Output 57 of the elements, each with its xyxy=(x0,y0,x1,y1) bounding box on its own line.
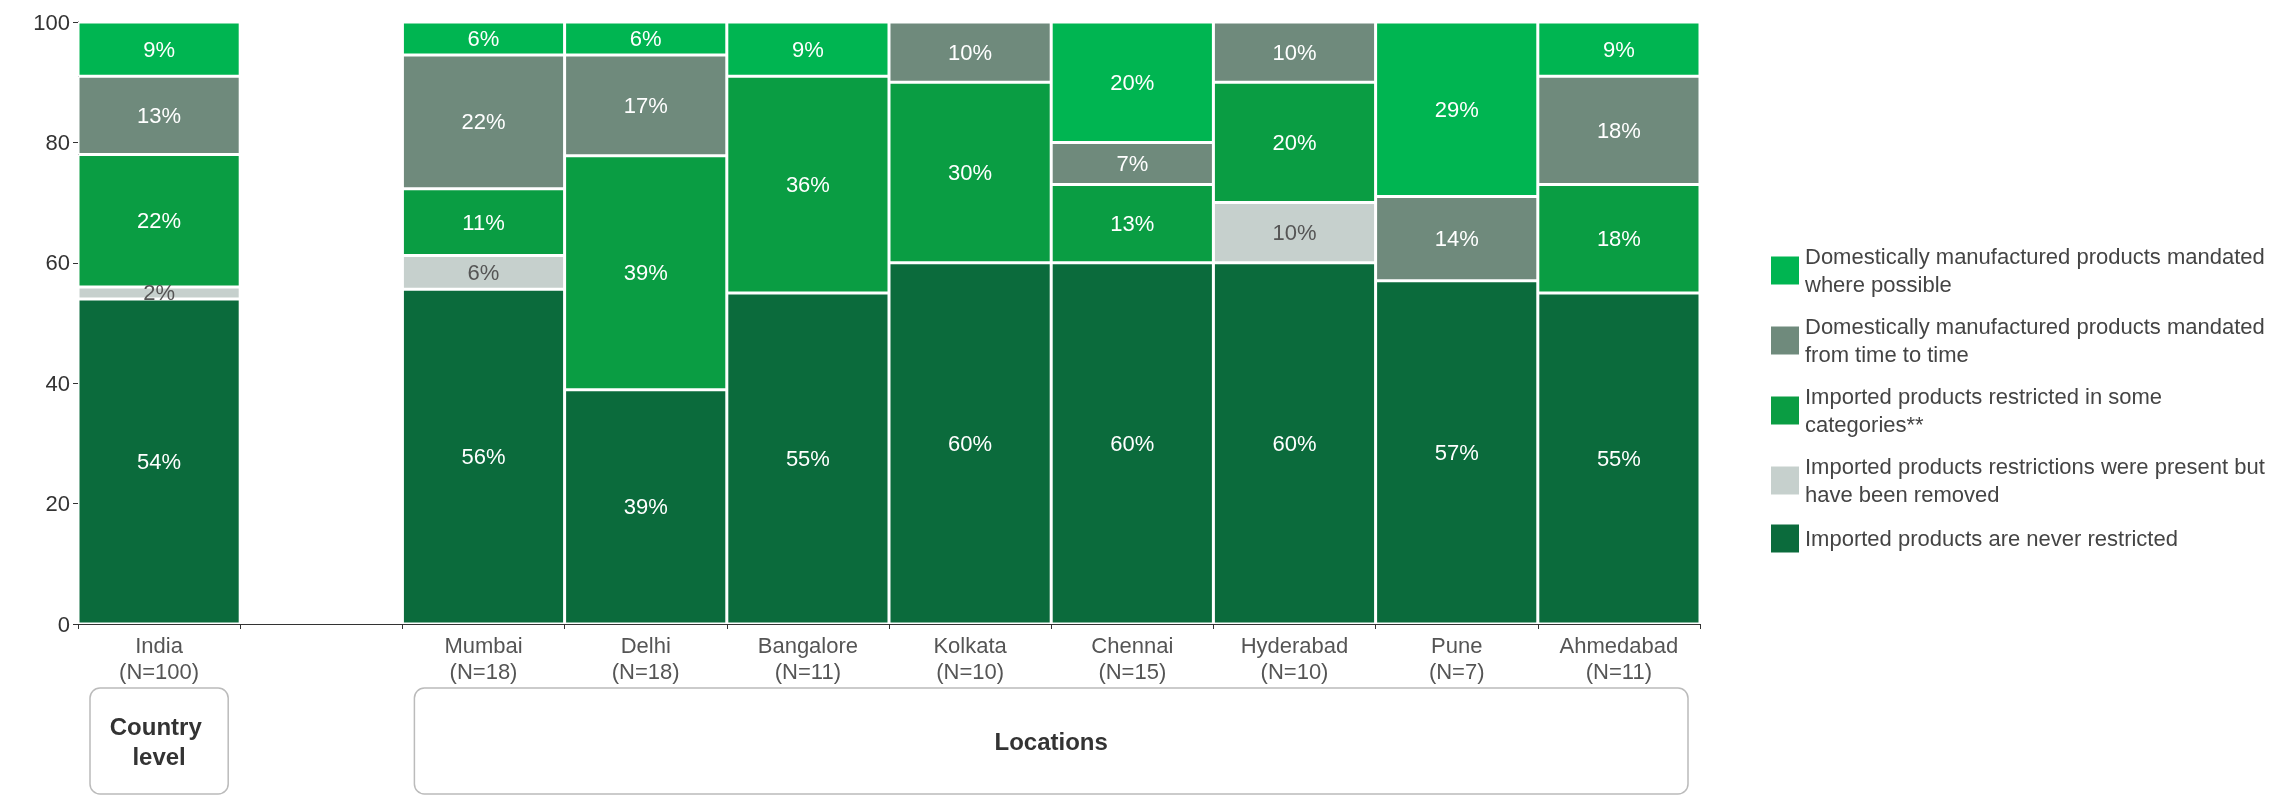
data-label: 6% xyxy=(467,259,500,285)
legend-label: Imported products restrictions were present but have been removed xyxy=(1805,454,2271,507)
x-tick-label: Delhi (N=18) xyxy=(611,632,680,684)
data-label: 56% xyxy=(461,444,506,470)
legend-label: Domestically manufactured products mandated where possible xyxy=(1804,244,2271,297)
data-label: 60% xyxy=(1272,430,1317,456)
legend-label: Domestically manufactured products mandated from time to time xyxy=(1805,314,2271,367)
data-label: 9% xyxy=(792,36,824,62)
data-label: 29% xyxy=(1434,96,1479,122)
x-tick-label: Ahmedabad (N=11) xyxy=(1559,632,1679,684)
data-label: 18% xyxy=(1596,117,1641,143)
data-label: 36% xyxy=(785,172,830,198)
x-tick-label: Kolkata (N=10) xyxy=(933,632,1008,684)
data-label: 60% xyxy=(948,430,993,456)
x-tick-label: Pune (N=7) xyxy=(1428,632,1485,684)
x-tick-label: Bangalore (N=11) xyxy=(757,632,859,684)
x-tick-label: Mumbai (N=18) xyxy=(444,632,523,684)
y-tick-label: 40 xyxy=(45,370,70,396)
data-label: 17% xyxy=(623,92,668,118)
data-label: 57% xyxy=(1434,439,1479,465)
legend-label: Imported products restricted in some categories** xyxy=(1805,384,2169,437)
data-label: 10% xyxy=(948,39,993,65)
data-label: 6% xyxy=(629,26,662,52)
data-label: 39% xyxy=(623,260,668,286)
data-label: 2% xyxy=(143,280,175,306)
data-label: 10% xyxy=(1272,39,1317,65)
data-label: 22% xyxy=(137,208,182,234)
x-tick-label: Hyderabad (N=10) xyxy=(1240,632,1349,684)
data-label: 22% xyxy=(461,109,506,135)
data-label: 20% xyxy=(1110,69,1155,95)
text: Locations xyxy=(994,727,1108,755)
data-label: 9% xyxy=(143,36,175,62)
y-tick-label: 0 xyxy=(57,611,70,637)
data-label: 10% xyxy=(1272,220,1317,246)
data-label: 55% xyxy=(785,445,830,471)
data-label: 6% xyxy=(467,26,500,52)
legend-label: Imported products are never restricted xyxy=(1805,526,2178,551)
data-label: 39% xyxy=(623,494,668,520)
data-label: 13% xyxy=(137,102,182,128)
y-tick-label: 100 xyxy=(33,9,70,35)
data-label: 11% xyxy=(462,209,505,235)
y-tick-label: 60 xyxy=(45,250,70,276)
text: Country level xyxy=(109,712,209,770)
data-label: 14% xyxy=(1434,226,1479,252)
y-tick-label: 80 xyxy=(45,129,70,155)
data-label: 18% xyxy=(1596,226,1641,252)
data-label: 54% xyxy=(137,448,182,474)
data-label: 9% xyxy=(1603,36,1635,62)
data-label: 7% xyxy=(1116,150,1149,176)
data-label: 20% xyxy=(1272,129,1317,155)
x-tick-label: India (N=100) xyxy=(119,632,200,684)
x-tick-label: Chennai (N=15) xyxy=(1091,632,1174,684)
data-label: 13% xyxy=(1110,211,1155,237)
y-tick-label: 20 xyxy=(45,491,70,517)
data-label: 30% xyxy=(948,160,993,185)
data-label: 60% xyxy=(1110,430,1155,456)
data-label: 55% xyxy=(1596,445,1641,471)
